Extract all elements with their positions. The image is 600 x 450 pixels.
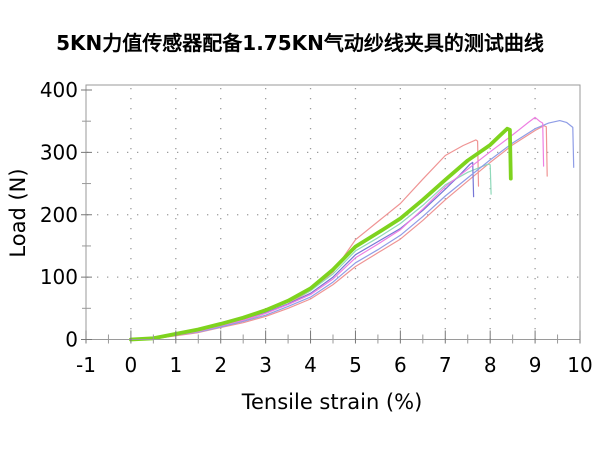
x-tick-label: 9	[529, 353, 542, 377]
x-tick-label: 4	[304, 353, 317, 377]
y-tick-label: 200	[40, 203, 78, 227]
series-line-teal	[130, 163, 492, 341]
x-tick-label: 5	[349, 353, 362, 377]
x-tick-label: 10	[567, 353, 592, 377]
grid-layer	[87, 88, 579, 339]
x-tick-label: 2	[214, 353, 227, 377]
series-line-red-b	[130, 124, 548, 341]
y-tick-label: 100	[40, 265, 78, 289]
x-tick-label: 7	[439, 353, 452, 377]
frame-layer	[85, 84, 581, 340]
series-line-blue-b	[130, 119, 575, 341]
y-tick-label: 400	[40, 78, 78, 102]
chart-title: 5KN力值传感器配备1.75KN气动纱线夹具的测试曲线	[56, 31, 544, 55]
x-tick-label: 1	[169, 353, 182, 377]
y-tick-label: 0	[65, 328, 78, 352]
series-line-green-main	[128, 126, 513, 342]
x-tick-label: 6	[394, 353, 407, 377]
x-tick-label: 8	[484, 353, 497, 377]
tick-layer	[81, 89, 581, 344]
y-tick-label: 300	[40, 140, 78, 164]
x-tick-label: 3	[259, 353, 272, 377]
plot-frame	[85, 84, 581, 340]
x-tick-label: 0	[125, 353, 138, 377]
y-axis-title: Load (N)	[6, 168, 30, 257]
series-layer	[128, 116, 575, 342]
x-axis-title: Tensile strain (%)	[241, 390, 423, 414]
x-tick-label: -1	[76, 353, 96, 377]
series-line-blue-a	[130, 161, 475, 341]
series-line-red-a	[130, 139, 480, 341]
